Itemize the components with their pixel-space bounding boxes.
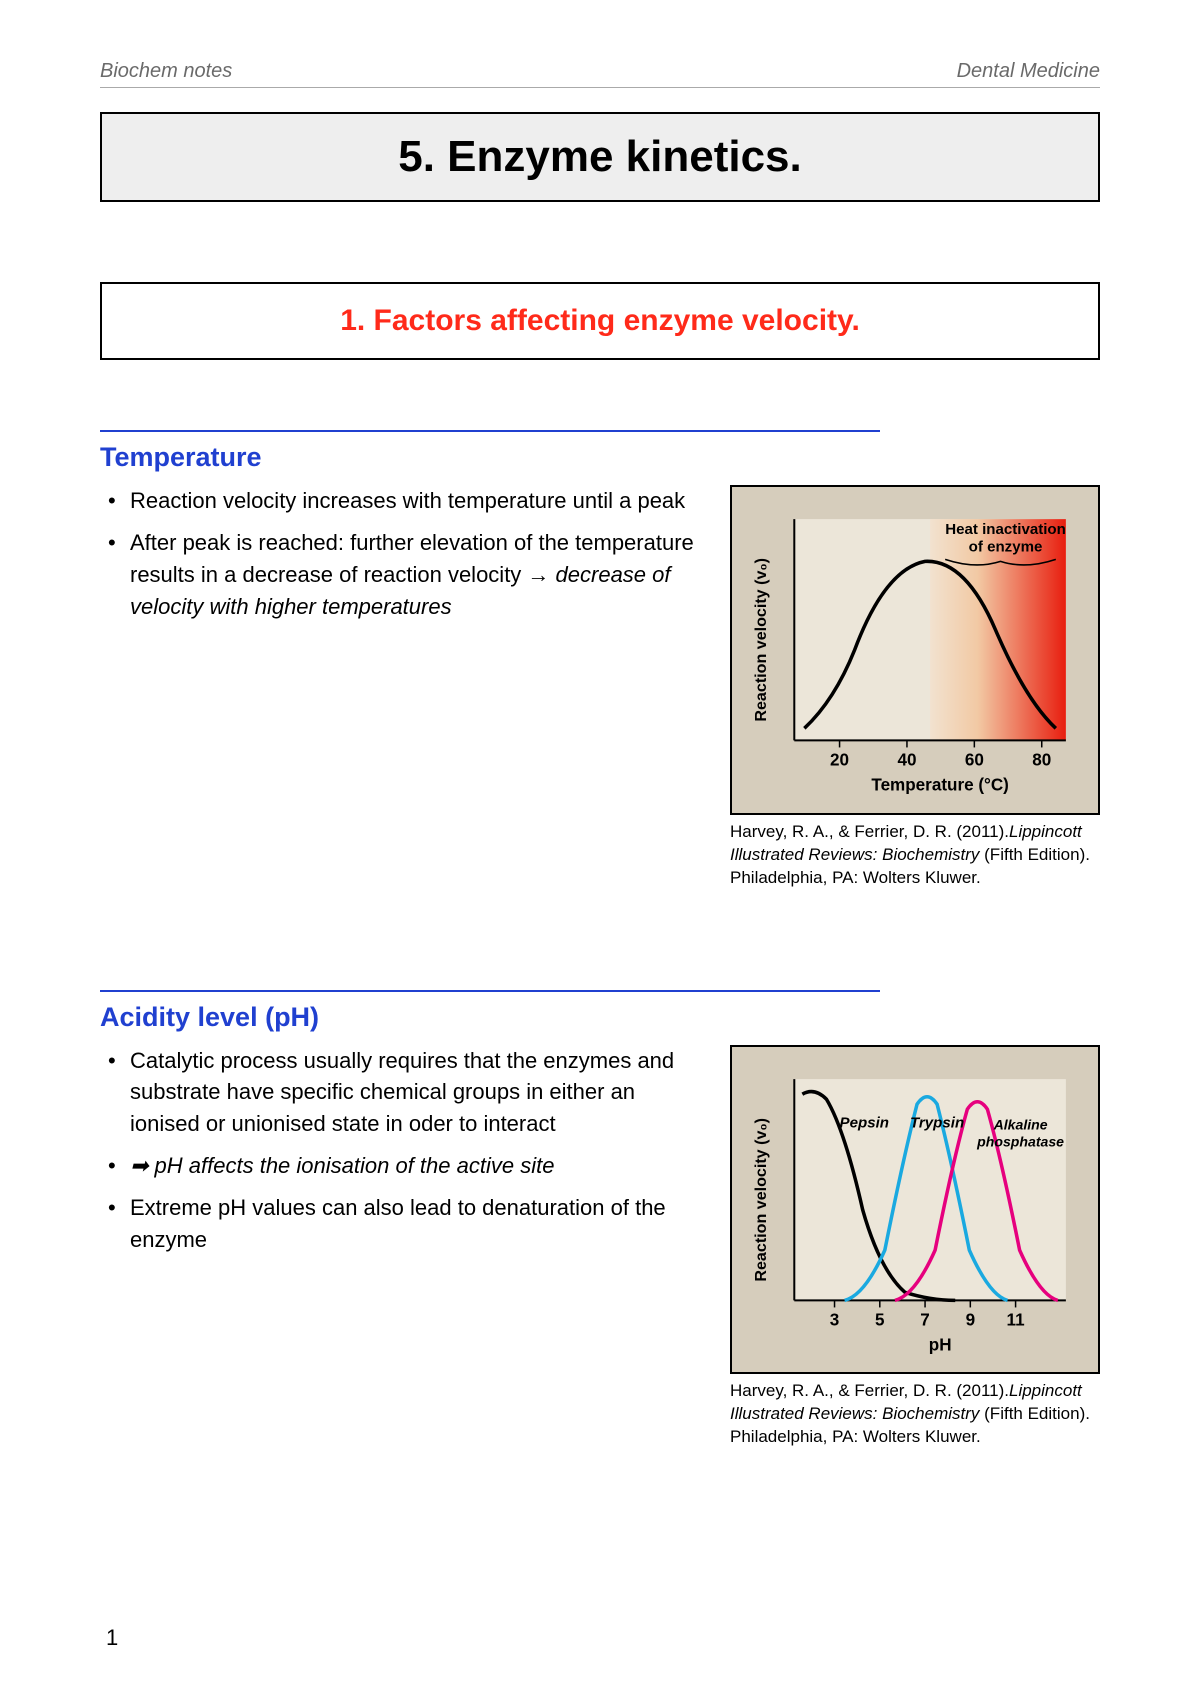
- xtick-80: 80: [1032, 751, 1051, 770]
- title-box: 5. Enzyme kinetics.: [100, 112, 1100, 202]
- label-alkaline-2: phosphatase: [976, 1133, 1064, 1149]
- ph-chart-frame: 3 5 7 9 11 pH Reaction velocity (v₀): [730, 1045, 1100, 1375]
- section-heading-box: 1. Factors affecting enzyme velocity.: [100, 282, 1100, 360]
- page-title: 5. Enzyme kinetics.: [112, 132, 1088, 182]
- cite-a: Harvey, R. A., & Ferrier, D. R. (2011).: [730, 822, 1009, 841]
- header-left: Biochem notes: [100, 60, 232, 83]
- page-number: 1: [106, 1625, 118, 1651]
- heat-annotation-2: of enzyme: [969, 538, 1043, 555]
- ph-figure: 3 5 7 9 11 pH Reaction velocity (v₀): [730, 1045, 1100, 1450]
- temperature-figure: 20 40 60 80 Temperature (°C) Reaction ve…: [730, 485, 1100, 890]
- ph-ylabel: Reaction velocity (v₀): [752, 1118, 770, 1282]
- xtick-3: 3: [830, 1310, 840, 1329]
- temp-xlabel: Temperature (°C): [871, 776, 1008, 795]
- xtick-40: 40: [897, 751, 916, 770]
- xtick-20: 20: [830, 751, 849, 770]
- temp-bullet-1: Reaction velocity increases with tempera…: [122, 485, 706, 517]
- temperature-heading: Temperature: [100, 442, 1100, 473]
- section-heading: 1. Factors affecting enzyme velocity.: [112, 304, 1088, 338]
- heat-annotation-1: Heat inactivation: [945, 521, 1066, 538]
- ph-bullet-2-text: ➡ pH affects the ionisation of the activ…: [130, 1153, 554, 1178]
- divider-2: [100, 990, 880, 992]
- temp-ylabel: Reaction velocity (v₀): [752, 558, 770, 722]
- ph-heading: Acidity level (pH): [100, 1002, 1100, 1033]
- ph-bullet-2: ➡ pH affects the ionisation of the activ…: [122, 1150, 706, 1182]
- ph-chart-svg: 3 5 7 9 11 pH Reaction velocity (v₀): [744, 1059, 1086, 1361]
- xtick-9: 9: [966, 1310, 975, 1329]
- xtick-60: 60: [965, 751, 984, 770]
- temp-citation: Harvey, R. A., & Ferrier, D. R. (2011).L…: [730, 821, 1100, 890]
- temp-chart-frame: 20 40 60 80 Temperature (°C) Reaction ve…: [730, 485, 1100, 815]
- header-right: Dental Medicine: [957, 60, 1100, 83]
- cite2-a: Harvey, R. A., & Ferrier, D. R. (2011).: [730, 1381, 1009, 1400]
- ph-block: Acidity level (pH) Catalytic process usu…: [100, 990, 1100, 1450]
- ph-bullet-1: Catalytic process usually requires that …: [122, 1045, 706, 1141]
- temp-chart-svg: 20 40 60 80 Temperature (°C) Reaction ve…: [744, 499, 1086, 801]
- page-header: Biochem notes Dental Medicine: [100, 60, 1100, 88]
- ph-text: Catalytic process usually requires that …: [100, 1045, 706, 1266]
- xtick-11: 11: [1007, 1310, 1026, 1329]
- temp-bullet-2: After peak is reached: further elevation…: [122, 527, 706, 623]
- xtick-5: 5: [875, 1310, 885, 1329]
- ph-citation: Harvey, R. A., & Ferrier, D. R. (2011).L…: [730, 1380, 1100, 1449]
- ph-xlabel: pH: [929, 1335, 952, 1354]
- divider: [100, 430, 880, 432]
- temperature-text: Reaction velocity increases with tempera…: [100, 485, 706, 633]
- temperature-block: Temperature Reaction velocity increases …: [100, 430, 1100, 890]
- label-alkaline-1: Alkaline: [993, 1116, 1048, 1132]
- label-trypsin: Trypsin: [910, 1114, 964, 1131]
- label-pepsin: Pepsin: [840, 1114, 889, 1131]
- ph-bullet-3: Extreme pH values can also lead to denat…: [122, 1192, 706, 1256]
- xtick-7: 7: [920, 1310, 930, 1329]
